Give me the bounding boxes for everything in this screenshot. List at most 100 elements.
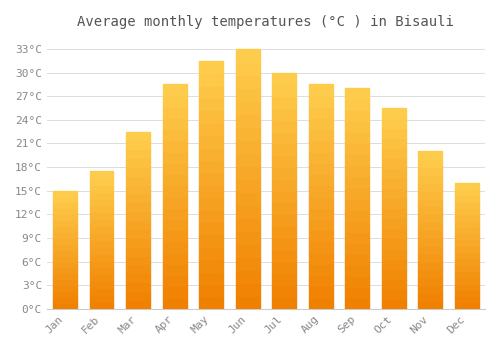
Bar xyxy=(309,152,332,163)
Bar xyxy=(200,197,223,210)
Bar xyxy=(126,167,150,176)
Bar xyxy=(346,265,369,276)
Bar xyxy=(90,192,114,198)
Bar xyxy=(346,254,369,265)
Bar xyxy=(272,191,296,202)
Bar xyxy=(346,121,369,132)
Bar xyxy=(126,300,150,309)
Bar xyxy=(346,166,369,176)
Bar xyxy=(418,191,442,198)
Bar xyxy=(236,205,260,218)
Bar xyxy=(455,220,478,227)
Bar xyxy=(382,238,406,248)
Bar xyxy=(54,238,77,244)
Bar xyxy=(54,256,77,261)
Bar xyxy=(90,281,114,288)
Bar xyxy=(309,264,332,275)
Bar xyxy=(54,214,77,220)
Bar xyxy=(163,174,186,186)
Bar xyxy=(126,132,150,140)
Bar xyxy=(90,233,114,240)
Bar xyxy=(272,132,296,144)
Bar xyxy=(455,265,478,271)
Bar xyxy=(54,273,77,279)
Bar xyxy=(309,129,332,140)
Bar xyxy=(236,257,260,270)
Bar xyxy=(163,275,186,286)
Bar xyxy=(200,185,223,197)
Bar xyxy=(200,110,223,123)
Bar xyxy=(272,72,296,309)
Bar xyxy=(126,282,150,291)
Bar xyxy=(236,270,260,283)
Bar xyxy=(54,279,77,285)
Bar xyxy=(272,261,296,273)
Bar xyxy=(163,241,186,253)
Bar xyxy=(455,202,478,208)
Bar xyxy=(90,302,114,309)
Bar xyxy=(163,140,186,152)
Bar xyxy=(455,252,478,258)
Bar xyxy=(90,254,114,260)
Bar xyxy=(418,167,442,175)
Bar xyxy=(382,188,406,198)
Bar xyxy=(382,259,406,268)
Bar xyxy=(236,88,260,101)
Bar xyxy=(418,238,442,246)
Bar xyxy=(418,183,442,191)
Bar xyxy=(126,140,150,149)
Bar xyxy=(346,132,369,144)
Bar xyxy=(90,295,114,302)
Bar xyxy=(455,189,478,195)
Bar xyxy=(126,247,150,256)
Bar xyxy=(309,197,332,208)
Bar xyxy=(418,301,442,309)
Bar xyxy=(346,188,369,198)
Bar xyxy=(236,101,260,114)
Bar xyxy=(90,171,114,309)
Bar xyxy=(90,247,114,254)
Bar xyxy=(54,191,77,197)
Bar xyxy=(90,260,114,267)
Bar xyxy=(200,73,223,85)
Bar xyxy=(346,154,369,166)
Bar xyxy=(200,234,223,247)
Bar xyxy=(382,289,406,299)
Bar xyxy=(272,96,296,108)
Bar xyxy=(90,267,114,274)
Bar xyxy=(272,120,296,132)
Bar xyxy=(236,49,260,309)
Bar xyxy=(418,254,442,261)
Bar xyxy=(272,250,296,261)
Bar xyxy=(418,175,442,183)
Bar xyxy=(272,84,296,96)
Bar xyxy=(126,238,150,247)
Bar xyxy=(163,163,186,174)
Bar xyxy=(126,220,150,229)
Bar xyxy=(200,259,223,272)
Bar xyxy=(418,293,442,301)
Bar xyxy=(346,276,369,287)
Bar xyxy=(163,197,186,208)
Bar xyxy=(382,208,406,218)
Bar xyxy=(90,240,114,247)
Bar xyxy=(455,195,478,202)
Bar xyxy=(382,178,406,188)
Bar xyxy=(272,144,296,155)
Bar xyxy=(455,227,478,233)
Bar xyxy=(455,296,478,302)
Bar xyxy=(309,118,332,129)
Bar xyxy=(54,197,77,202)
Bar xyxy=(236,283,260,296)
Bar xyxy=(200,148,223,160)
Bar xyxy=(455,284,478,290)
Bar xyxy=(418,151,442,309)
Bar xyxy=(163,129,186,140)
Bar xyxy=(90,274,114,281)
Bar xyxy=(309,140,332,152)
Bar xyxy=(236,140,260,153)
Bar xyxy=(200,135,223,148)
Bar xyxy=(236,244,260,257)
Bar xyxy=(126,229,150,238)
Bar xyxy=(309,208,332,219)
